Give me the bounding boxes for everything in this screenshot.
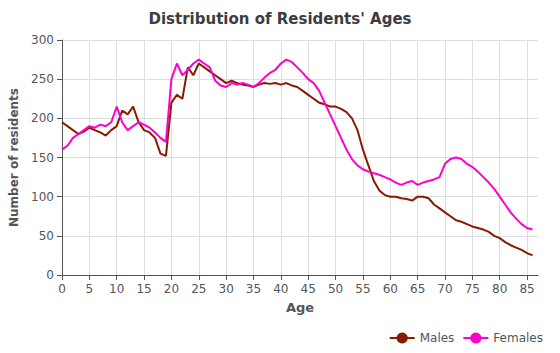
- svg-text:80: 80: [492, 282, 507, 296]
- svg-text:65: 65: [410, 282, 425, 296]
- svg-text:Age: Age: [286, 300, 314, 315]
- svg-text:60: 60: [383, 282, 398, 296]
- svg-text:0: 0: [58, 282, 66, 296]
- svg-text:15: 15: [136, 282, 151, 296]
- svg-text:Distribution of Residents' Age: Distribution of Residents' Ages: [149, 10, 412, 28]
- svg-text:100: 100: [31, 190, 54, 204]
- svg-text:25: 25: [191, 282, 206, 296]
- svg-text:300: 300: [31, 33, 54, 47]
- svg-text:150: 150: [31, 151, 54, 165]
- svg-text:200: 200: [31, 111, 54, 125]
- svg-text:70: 70: [437, 282, 452, 296]
- svg-text:Number of residents: Number of residents: [7, 88, 21, 227]
- svg-text:50: 50: [328, 282, 343, 296]
- svg-text:20: 20: [164, 282, 179, 296]
- svg-text:Females: Females: [493, 331, 543, 345]
- svg-text:50: 50: [39, 229, 54, 243]
- svg-text:75: 75: [465, 282, 480, 296]
- svg-text:45: 45: [301, 282, 316, 296]
- svg-text:55: 55: [355, 282, 370, 296]
- svg-text:85: 85: [519, 282, 534, 296]
- svg-text:250: 250: [31, 72, 54, 86]
- svg-text:30: 30: [218, 282, 233, 296]
- svg-text:40: 40: [273, 282, 288, 296]
- svg-text:5: 5: [86, 282, 94, 296]
- svg-text:35: 35: [246, 282, 261, 296]
- svg-text:10: 10: [109, 282, 124, 296]
- svg-text:Males: Males: [420, 331, 455, 345]
- svg-text:0: 0: [46, 268, 54, 282]
